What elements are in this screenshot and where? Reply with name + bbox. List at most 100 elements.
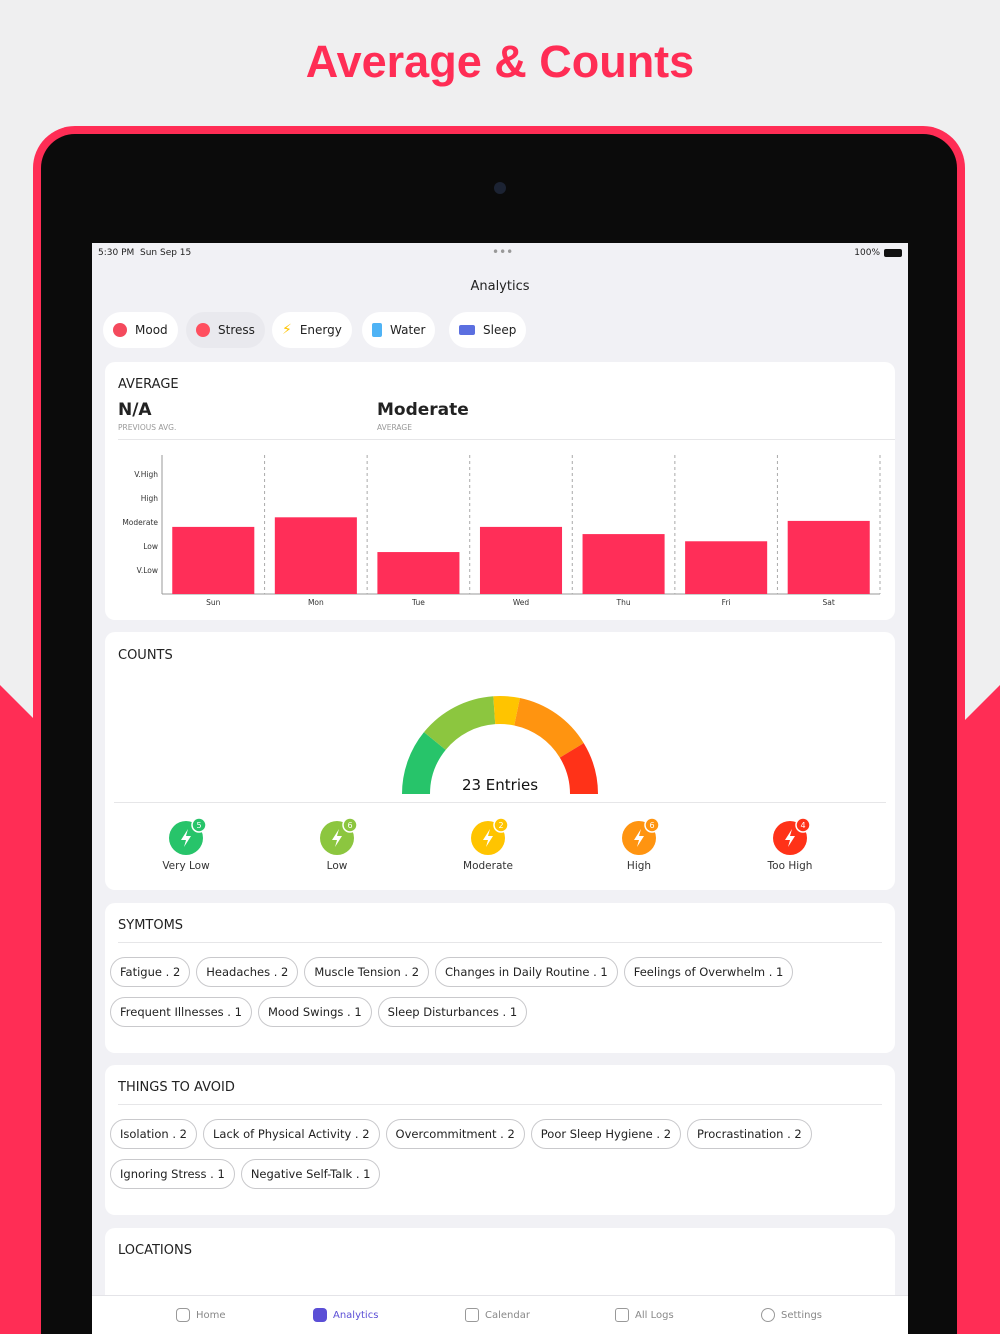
dots: ••• <box>492 245 514 259</box>
chip-list: Fatigue . 2 Headaches . 2 Muscle Tension .… <box>110 957 890 1027</box>
symptoms-card: SYMTOMS Fatigue . 2 Headaches . 2 Muscle T… <box>105 903 895 1053</box>
chip[interactable]: Headaches . 2 <box>196 957 299 987</box>
gauge-segment <box>559 743 598 794</box>
chip[interactable]: Ignoring Stress . 1 <box>110 1159 235 1189</box>
y-tick-label: Low <box>143 542 158 551</box>
bar <box>582 534 665 594</box>
average-card: AVERAGE N/A PREVIOUS AVG. Moderate AVERA… <box>105 362 895 620</box>
x-tick-label: Wed <box>513 598 530 607</box>
x-tick-label: Tue <box>411 598 425 607</box>
chip[interactable]: Frequent Illnesses . 1 <box>110 997 252 1027</box>
nav-calendar[interactable]: Calendar <box>465 1308 530 1322</box>
chip[interactable]: Poor Sleep Hygiene . 2 <box>530 1119 682 1149</box>
count-badge <box>795 817 811 833</box>
chip[interactable]: Feelings of Overwhelm . 1 <box>623 957 794 987</box>
nav-label[interactable]: All Logs <box>635 1309 674 1321</box>
count-badge <box>342 817 358 833</box>
chip[interactable]: Changes in Daily Routine . 1 <box>435 957 618 987</box>
date: Sun Sep 15 <box>140 248 192 258</box>
counts-card: COUNTS 5 Very Low 6 Low 2 Moderate 6 High 4 Too H… <box>105 632 895 890</box>
nav-logs[interactable]: All Logs <box>615 1308 674 1322</box>
tab-bar: Home Analytics Calendar All Logs Setting… <box>92 1295 908 1334</box>
avoid-card: THINGS TO AVOID Isolation . 2 Lack of Phy… <box>105 1065 895 1215</box>
nav-label[interactable]: Home <box>196 1309 226 1321</box>
tab-label[interactable]: Sleep <box>483 323 517 337</box>
x-tick-label: Sat <box>823 598 835 607</box>
bar <box>685 541 768 594</box>
section-heading: AVERAGE <box>118 377 179 392</box>
chip[interactable]: Isolation . 2 <box>110 1119 197 1149</box>
bolt <box>181 829 191 847</box>
section-heading: THINGS TO AVOID <box>118 1080 235 1095</box>
x-tick-label: Thu <box>616 598 631 607</box>
tab-label[interactable]: Mood <box>135 323 168 337</box>
count-badge <box>191 817 207 833</box>
previous-label: PREVIOUS AVG. <box>118 423 177 432</box>
bar <box>479 526 563 594</box>
chip[interactable]: Procrastination . 2 <box>687 1119 812 1149</box>
nav-home[interactable]: Home <box>176 1308 226 1322</box>
chip[interactable]: Overcommitment . 2 <box>385 1119 525 1149</box>
bar <box>172 526 255 594</box>
status-time: 5:30 PM Sun Sep 15 <box>98 248 191 258</box>
current-value: Moderate <box>377 400 469 420</box>
gauge-segment <box>514 698 584 758</box>
bolt <box>332 829 342 847</box>
count-badge-text: 5 <box>196 821 201 830</box>
count-badge-text: 2 <box>498 821 503 830</box>
tab-mood[interactable]: Mood <box>103 312 178 348</box>
current-label: AVERAGE <box>377 423 412 432</box>
level-label: Moderate <box>463 860 513 872</box>
chip[interactable]: Muscle Tension . 2 <box>304 957 430 987</box>
level-label: Low <box>327 860 348 872</box>
level-label: Too High <box>767 860 813 872</box>
nav-label[interactable]: Calendar <box>485 1309 530 1321</box>
y-tick-label: V.Low <box>137 566 158 575</box>
separator <box>118 942 882 943</box>
previous-value: N/A <box>118 400 152 420</box>
separator <box>118 439 895 440</box>
nav-settings[interactable]: Settings <box>761 1308 822 1322</box>
chip-list: Isolation . 2 Lack of Physical Activity .… <box>110 1119 890 1189</box>
level-label: High <box>627 860 651 872</box>
gauge-total: 23 Entries <box>462 776 538 794</box>
count-badge-text: 6 <box>649 821 654 830</box>
nav-label[interactable]: Settings <box>781 1309 823 1321</box>
tab-water[interactable]: Water <box>362 312 436 348</box>
screen-title: Analytics <box>470 279 530 294</box>
separator <box>118 1104 882 1105</box>
tab-stress[interactable]: Stress <box>186 312 265 348</box>
chip[interactable]: Lack of Physical Activity . 2 <box>202 1119 380 1149</box>
tab-label[interactable]: Water <box>390 323 426 337</box>
time: 5:30 PM <box>98 248 135 258</box>
y-tick-label: Moderate <box>122 518 158 527</box>
battery-text: 100% <box>854 248 880 258</box>
bolt <box>483 829 493 847</box>
chip[interactable]: Sleep Disturbances . 1 <box>377 997 528 1027</box>
screen: 5:30 PM Sun Sep 15 ••• 100% Analytics Mo… <box>92 243 908 1334</box>
nav-label[interactable]: Analytics <box>333 1309 379 1321</box>
bolt <box>785 829 795 847</box>
bolt <box>634 829 644 847</box>
page-title: Average & Counts <box>305 36 695 87</box>
count-badge-text: 4 <box>800 821 805 830</box>
gauge-segment <box>493 696 520 726</box>
tab-label[interactable]: Energy <box>299 323 342 337</box>
separator <box>114 802 886 803</box>
status-right: 100% <box>854 248 902 258</box>
level-label: Very Low <box>162 860 210 872</box>
tab-sleep[interactable]: Sleep <box>449 312 527 348</box>
x-tick-label: Fri <box>722 598 731 607</box>
section-heading: SYMTOMS <box>118 918 184 933</box>
y-tick-label: V.High <box>134 470 158 479</box>
tab-energy[interactable]: ⚡ Energy <box>272 312 352 348</box>
count-badge-text: 6 <box>347 821 352 830</box>
x-tick-label: Sun <box>206 598 221 607</box>
y-tick-label: High <box>141 494 158 503</box>
nav-analytics[interactable]: Analytics <box>313 1308 378 1322</box>
chip[interactable]: Fatigue . 2 <box>110 957 191 987</box>
chip[interactable]: Negative Self-Talk . 1 <box>240 1159 381 1189</box>
tab-label[interactable]: Stress <box>218 323 255 337</box>
count-badge <box>493 817 509 833</box>
chip[interactable]: Mood Swings . 1 <box>257 997 372 1027</box>
